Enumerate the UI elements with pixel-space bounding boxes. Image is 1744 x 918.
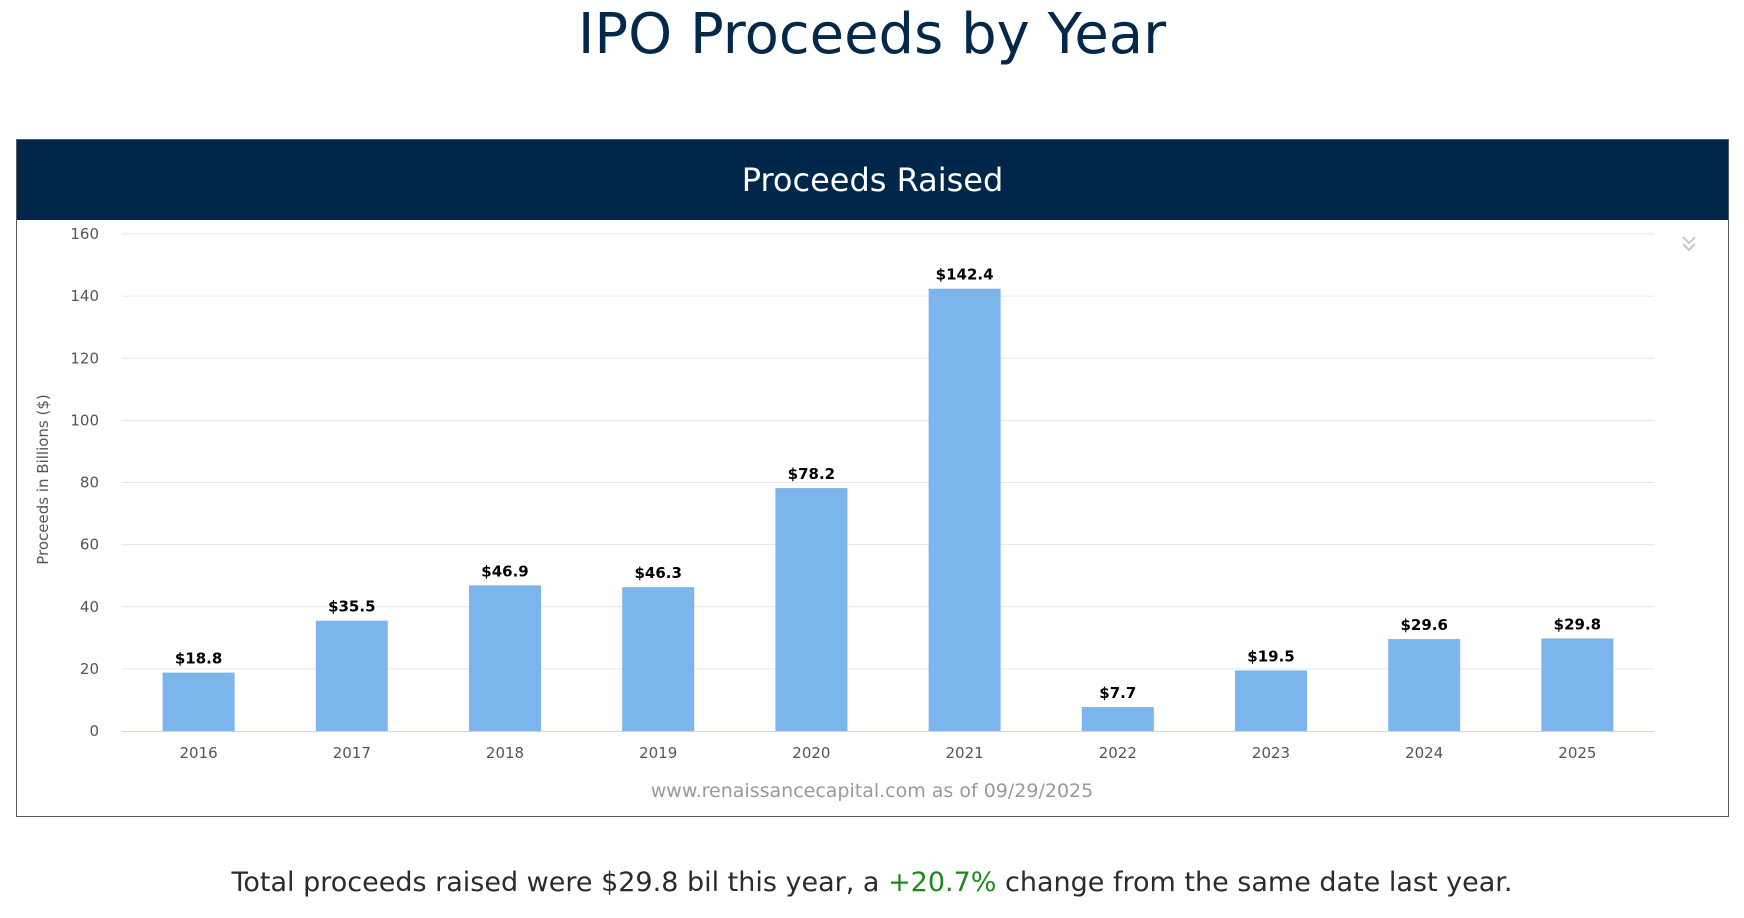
source-note: www.renaissancecapital.com as of 09/29/2… [651, 780, 1093, 802]
x-tick-label: 2017 [333, 744, 371, 762]
y-tick-label: 80 [80, 474, 99, 492]
bar[interactable] [928, 288, 1001, 731]
double-chevron-down-icon [1682, 236, 1696, 252]
data-label: $46.3 [634, 564, 681, 582]
summary-change-percent: +20.7% [888, 867, 997, 898]
data-label: $142.4 [936, 266, 994, 284]
x-tick-label: 2023 [1252, 744, 1290, 762]
data-label: $29.8 [1554, 615, 1601, 633]
data-label: $7.7 [1099, 684, 1136, 702]
x-tick-label: 2021 [946, 744, 984, 762]
x-tick-label: 2022 [1099, 744, 1137, 762]
y-tick-label: 160 [70, 225, 99, 243]
y-tick-label: 20 [80, 660, 99, 678]
data-label: $78.2 [788, 465, 835, 483]
summary-text: Total proceeds raised were $29.8 bil thi… [0, 863, 1744, 903]
y-tick-label: 140 [70, 287, 99, 305]
y-tick-label: 100 [70, 411, 99, 429]
summary-suffix: change from the same date last year. [996, 867, 1513, 898]
data-label: $35.5 [328, 598, 375, 616]
bar[interactable] [1541, 638, 1614, 731]
bar[interactable] [1081, 707, 1154, 731]
y-tick-label: 60 [80, 536, 99, 554]
y-tick-label: 0 [89, 722, 99, 740]
y-axis-title: Proceeds in Billions ($) [34, 394, 52, 565]
y-tick-label: 120 [70, 349, 99, 367]
chart-panel: Proceeds Raised 0 20 40 60 80 100 120 140 160 Pro… [16, 139, 1729, 817]
y-tick-label: 40 [80, 598, 99, 616]
x-tick-label: 2020 [792, 744, 830, 762]
chart-header: Proceeds Raised [17, 140, 1728, 220]
x-tick-label: 2019 [639, 744, 677, 762]
bar-chart: 0 20 40 60 80 100 120 140 160 Proceeds in Billion… [34, 225, 1654, 802]
x-tick-label: 2025 [1558, 744, 1596, 762]
data-label: $19.5 [1247, 647, 1294, 665]
chart-menu-button[interactable] [1673, 228, 1705, 260]
bar[interactable] [775, 488, 848, 731]
data-label: $46.9 [481, 562, 528, 580]
page-title: IPO Proceeds by Year [577, 2, 1167, 67]
data-label: $18.8 [175, 650, 222, 668]
chart-header-title: Proceeds Raised [741, 161, 1004, 199]
bar[interactable] [469, 585, 541, 731]
bar[interactable] [162, 672, 235, 731]
x-tick-label: 2024 [1405, 744, 1443, 762]
bar[interactable] [1235, 670, 1307, 731]
x-tick-label: 2018 [486, 744, 524, 762]
bar[interactable] [622, 587, 695, 731]
bar[interactable] [1388, 639, 1461, 731]
data-label: $29.6 [1400, 616, 1447, 634]
summary-prefix: Total proceeds raised were $29.8 bil thi… [231, 867, 889, 898]
x-tick-label: 2016 [180, 744, 218, 762]
bar[interactable] [315, 620, 388, 731]
